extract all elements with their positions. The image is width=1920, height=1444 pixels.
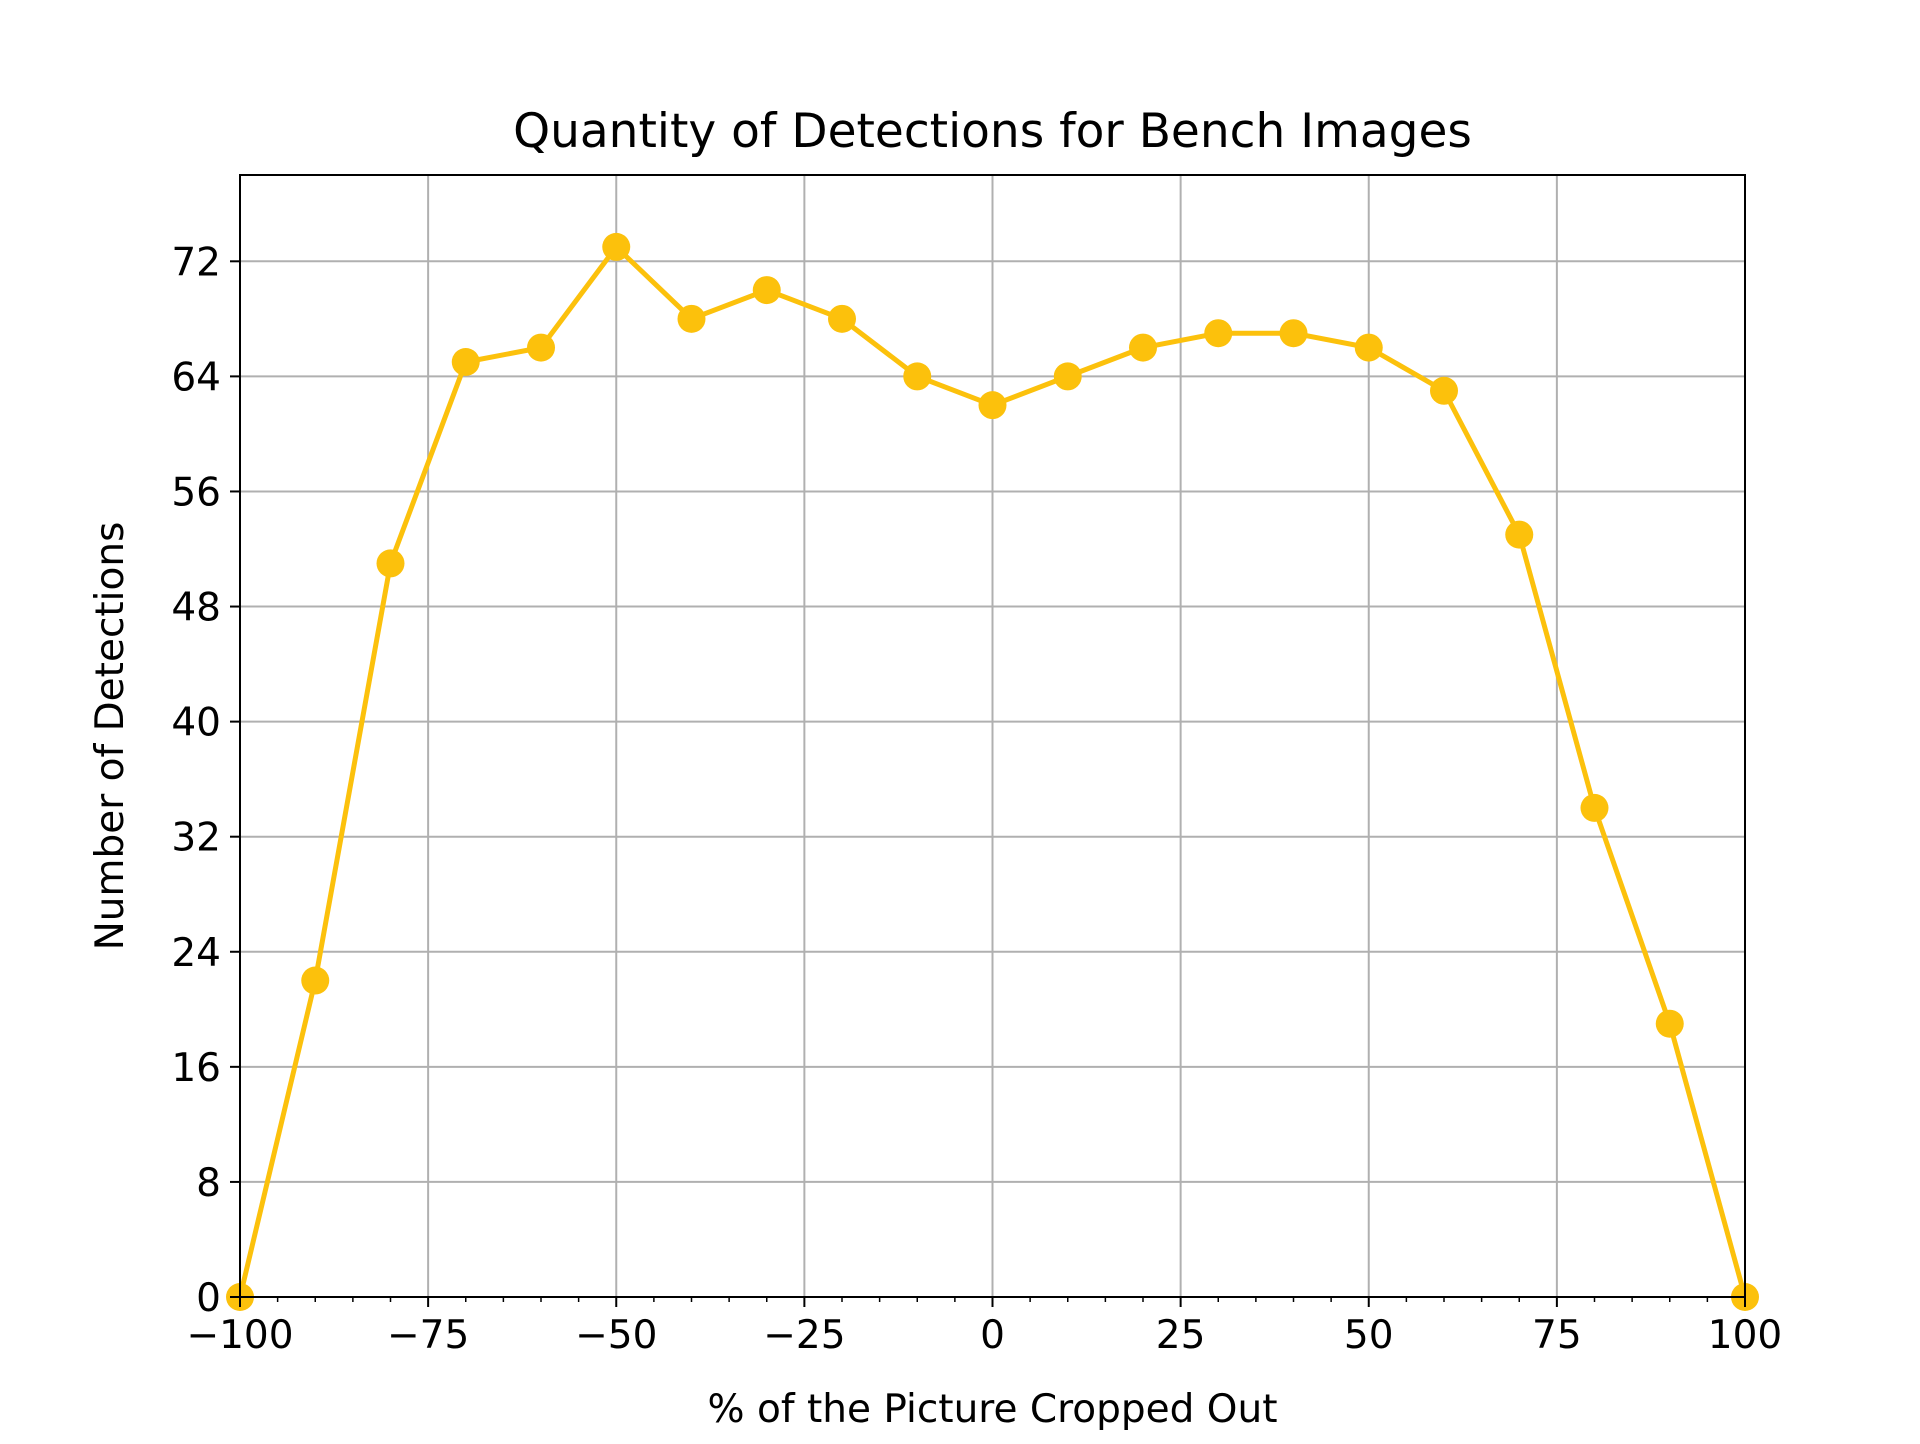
y-tick-label: 48 — [171, 586, 221, 631]
data-point — [602, 232, 631, 261]
data-point — [1053, 362, 1082, 391]
y-tick-label: 64 — [171, 355, 221, 400]
data-point — [301, 966, 330, 995]
axis-ticks: −100 −75 −50 −25 0 25 50 75 100 0 8 16 24 32 40 48 56 64 7… — [171, 240, 1782, 1358]
grid — [239, 175, 1746, 1298]
data-point — [978, 391, 1007, 420]
x-tick-label: −100 — [186, 1313, 293, 1358]
x-tick-label: 75 — [1532, 1313, 1582, 1358]
data-point — [752, 276, 781, 305]
x-tick-label: −75 — [387, 1313, 469, 1358]
y-tick-label: 72 — [171, 240, 221, 285]
data-point — [1580, 793, 1609, 822]
data-point — [1354, 333, 1383, 362]
data-point — [1655, 1009, 1684, 1038]
x-tick-label: 25 — [1156, 1313, 1206, 1358]
data-point — [527, 333, 555, 362]
y-tick-label: 0 — [196, 1276, 221, 1321]
data-point — [828, 304, 856, 333]
x-tick-label: 50 — [1344, 1313, 1394, 1358]
y-tick-label: 56 — [171, 470, 221, 515]
y-tick-label: 16 — [171, 1046, 221, 1091]
data-point — [1279, 319, 1308, 348]
data-point — [1204, 319, 1233, 348]
data-point — [1430, 376, 1458, 405]
data-point — [677, 304, 706, 333]
data-point — [1129, 333, 1157, 362]
y-tick-label: 8 — [196, 1161, 221, 1206]
x-axis-label: % of the Picture Cropped Out — [708, 1387, 1278, 1432]
data-point — [903, 362, 932, 391]
data-point — [451, 348, 480, 376]
chart-title: Quantity of Detections for Bench Images — [513, 104, 1472, 159]
x-tick-label: −50 — [575, 1313, 657, 1358]
x-tick-label: −25 — [763, 1313, 845, 1358]
series-layer — [226, 232, 1759, 1311]
data-point — [1505, 520, 1534, 549]
x-tick-label: 100 — [1708, 1313, 1782, 1358]
y-tick-label: 24 — [171, 931, 221, 976]
y-tick-label: 32 — [171, 816, 221, 861]
data-point — [376, 549, 405, 578]
x-tick-label: 0 — [980, 1313, 1005, 1358]
y-tick-label: 40 — [171, 701, 221, 746]
y-axis-label: Number of Detections — [88, 522, 133, 951]
